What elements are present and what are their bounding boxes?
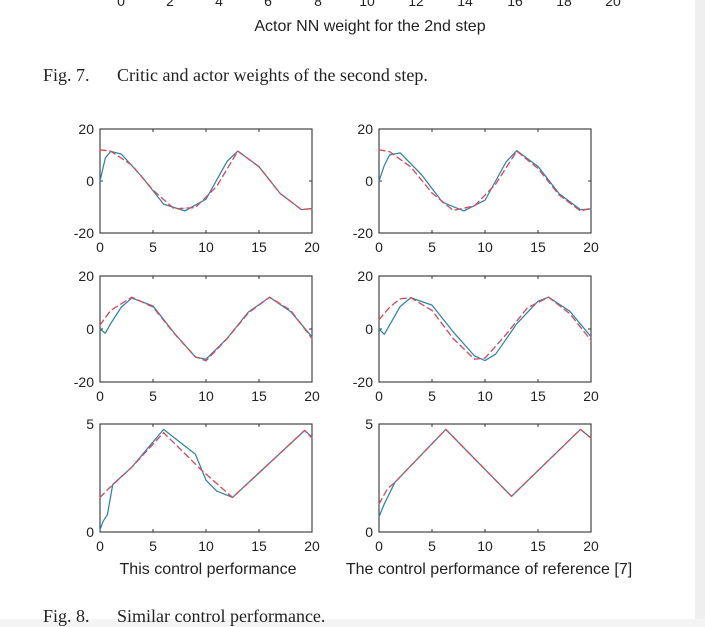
x-tick-label: 5	[149, 388, 157, 404]
top-x-tick: 4	[215, 0, 223, 9]
x-tick-label: 5	[149, 538, 157, 554]
x-tick-label: 20	[583, 388, 599, 404]
top-x-tick: 12	[408, 0, 424, 9]
y-tick-label: 0	[86, 524, 94, 540]
plot-frame	[378, 128, 592, 234]
y-tick-label: 0	[365, 321, 373, 337]
x-tick-label: 20	[583, 538, 599, 554]
y-tick-label: 5	[365, 416, 373, 432]
y-tick-label: -20	[353, 225, 373, 241]
plot-frame	[99, 423, 313, 533]
line-chart-bottom-right: 0 5 10 15 20 0 5	[365, 416, 599, 554]
x-tick-label: 20	[304, 538, 320, 554]
left-column-label: This control performance	[119, 561, 297, 578]
top-x-tick: 18	[556, 0, 572, 9]
y-tick-label: 0	[86, 173, 94, 189]
x-tick-label: 10	[477, 239, 493, 255]
figure-8-caption: Fig. 8. Similar control performance.	[43, 605, 325, 627]
y-tick-label: 5	[86, 416, 94, 432]
response-solid-line	[378, 296, 592, 362]
reference-dashed-line	[378, 428, 592, 505]
top-x-tick: 2	[166, 0, 174, 9]
y-tick-label: 20	[78, 268, 94, 284]
top-x-tick: 14	[457, 0, 473, 9]
x-tick-label: 10	[477, 388, 493, 404]
reference-dashed-line	[378, 149, 592, 212]
x-tick-label: 15	[530, 538, 546, 554]
x-tick-label: 5	[428, 239, 436, 255]
right-column-label: The control performance of reference [7]	[345, 561, 633, 578]
y-tick-label: -20	[74, 374, 94, 390]
x-tick-label: 15	[530, 239, 546, 255]
figure-8-text: Similar control performance.	[117, 606, 326, 626]
x-tick-label: 0	[375, 388, 383, 404]
top-axis-label: Actor NN weight for the 2nd step	[254, 18, 486, 35]
plot-frame	[99, 275, 313, 383]
y-tick-label: 0	[365, 173, 373, 189]
page-bottom-shadow	[0, 619, 705, 627]
figure-8-number: Fig. 8.	[43, 606, 90, 626]
reference-dashed-line	[378, 296, 592, 360]
plot-frame	[378, 275, 592, 383]
x-tick-label: 0	[96, 538, 104, 554]
line-chart-bottom-left: 0 5 10 15 20 0 5	[86, 416, 320, 554]
top-x-tick: 20	[605, 0, 621, 9]
x-tick-label: 0	[375, 538, 383, 554]
plot-frame	[378, 423, 592, 533]
x-tick-label: 10	[198, 388, 214, 404]
plot-frame	[99, 128, 313, 234]
figure-7-number: Fig. 7.	[43, 65, 90, 85]
x-tick-label: 5	[428, 538, 436, 554]
page-edge-shadow	[695, 0, 705, 627]
top-x-tick: 16	[507, 0, 523, 9]
y-tick-label: 20	[357, 121, 373, 137]
x-tick-label: 10	[198, 239, 214, 255]
x-tick-label: 10	[198, 538, 214, 554]
reference-dashed-line	[99, 149, 313, 211]
x-tick-label: 10	[477, 538, 493, 554]
top-x-tick: 8	[314, 0, 322, 9]
x-tick-label: 15	[251, 388, 267, 404]
y-tick-label: 0	[365, 524, 373, 540]
x-tick-label: 0	[96, 239, 104, 255]
x-tick-label: 20	[583, 239, 599, 255]
y-tick-label: -20	[74, 225, 94, 241]
x-tick-label: 15	[251, 538, 267, 554]
y-tick-label: 20	[357, 268, 373, 284]
figure-7-text: Critic and actor weights of the second s…	[117, 65, 428, 85]
y-tick-label: -20	[353, 374, 373, 390]
x-tick-label: 0	[375, 239, 383, 255]
x-tick-label: 5	[149, 239, 157, 255]
x-tick-label: 15	[530, 388, 546, 404]
top-x-tick: 0	[117, 0, 125, 9]
y-tick-label: 20	[78, 121, 94, 137]
top-x-tick: 6	[264, 0, 272, 9]
top-axis-ticks: 0 2 4 6 8 10 12 14 16 18 20	[0, 0, 705, 10]
x-tick-label: 20	[304, 388, 320, 404]
y-tick-label: 0	[86, 321, 94, 337]
top-x-tick: 10	[359, 0, 375, 9]
x-tick-label: 15	[251, 239, 267, 255]
x-tick-label: 5	[428, 388, 436, 404]
figure-7-caption: Fig. 7. Critic and actor weights of the s…	[43, 64, 428, 86]
x-tick-label: 0	[96, 388, 104, 404]
x-tick-label: 20	[304, 239, 320, 255]
